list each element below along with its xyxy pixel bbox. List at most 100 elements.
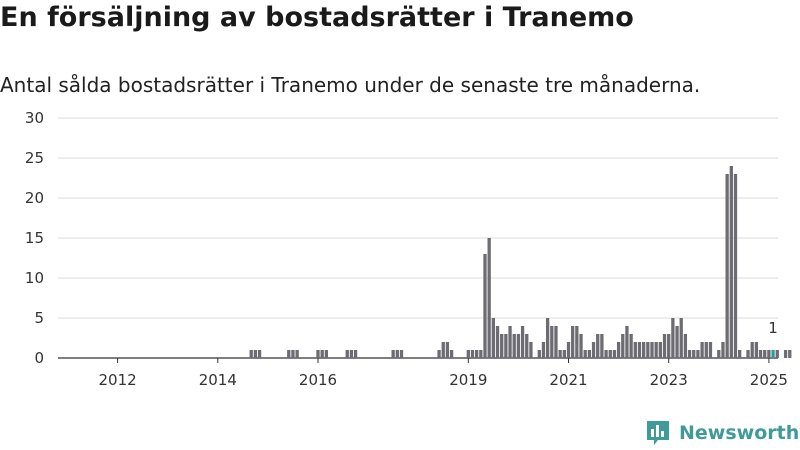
bar (470, 350, 475, 358)
bar (600, 334, 604, 358)
bar (257, 350, 262, 358)
bar (604, 350, 608, 358)
bar (654, 342, 658, 358)
bar (733, 174, 738, 358)
bar (550, 326, 554, 358)
bar (646, 342, 650, 358)
bar (437, 350, 441, 358)
bar (253, 350, 258, 358)
x-tick-label: 2023 (650, 371, 688, 389)
bar (353, 350, 358, 358)
bar (587, 350, 592, 358)
bar (608, 350, 612, 358)
bar (512, 334, 516, 358)
bar (754, 342, 759, 358)
chart-title: En försäljning av bostadsrätter i Tranem… (0, 2, 634, 33)
bar (500, 334, 504, 358)
bar (671, 318, 675, 358)
bar (650, 342, 654, 358)
bar (625, 326, 629, 358)
bar (738, 350, 742, 358)
bar (449, 350, 454, 358)
bar (629, 334, 633, 358)
y-tick-label: 20 (25, 189, 44, 207)
bar (508, 326, 512, 358)
bar (591, 342, 596, 358)
bar (571, 326, 575, 358)
bar (520, 326, 525, 358)
bar (562, 350, 566, 358)
bar (729, 166, 733, 358)
x-tick-label: 2016 (299, 371, 337, 389)
bar (483, 254, 487, 358)
bar (633, 342, 637, 358)
bar (696, 350, 700, 358)
bar (545, 318, 550, 358)
bar (750, 342, 754, 358)
bar (391, 350, 395, 358)
y-tick-label: 30 (25, 109, 44, 127)
bar-latest (771, 350, 775, 358)
x-tick-label: 2025 (750, 371, 788, 389)
bar (758, 350, 763, 358)
bar (395, 350, 399, 358)
bar (637, 342, 642, 358)
x-tick-label: 2021 (549, 371, 587, 389)
bar (495, 326, 500, 358)
x-tick-label: 2019 (449, 371, 487, 389)
bar (295, 350, 299, 358)
y-tick-label: 25 (25, 149, 44, 167)
bar (487, 238, 491, 358)
bar (783, 350, 788, 358)
bar (775, 350, 779, 358)
bar (466, 350, 470, 358)
bar (316, 350, 320, 358)
x-tick-label: 2014 (199, 371, 237, 389)
bar (679, 318, 683, 358)
chart-subtitle: Antal sålda bostadsrätter i Tranemo unde… (0, 73, 701, 97)
y-tick-label: 0 (34, 349, 44, 367)
bar (566, 342, 571, 358)
bar (667, 334, 671, 358)
bar (475, 350, 479, 358)
bar (525, 334, 529, 358)
bar (529, 342, 533, 358)
bar (658, 342, 662, 358)
y-tick-label: 15 (25, 229, 44, 247)
bar (721, 342, 725, 358)
bar (554, 326, 558, 358)
bar (441, 342, 445, 358)
bar (537, 350, 541, 358)
bar (445, 342, 450, 358)
bar (558, 350, 562, 358)
bar (504, 334, 508, 358)
bar (767, 350, 771, 358)
bar (642, 342, 646, 358)
bar (725, 174, 729, 358)
bar (683, 334, 688, 358)
bar (675, 326, 679, 358)
bar (788, 350, 792, 358)
bar (579, 334, 583, 358)
bar (616, 342, 621, 358)
bar (662, 334, 667, 358)
bar (287, 350, 291, 358)
data-label-latest: 1 (768, 319, 778, 337)
bar (349, 350, 354, 358)
bar (692, 350, 696, 358)
bar (621, 334, 625, 358)
bar (575, 326, 579, 358)
y-tick-label: 5 (34, 309, 44, 327)
bar (516, 334, 521, 358)
bar (291, 350, 295, 358)
bar (704, 342, 708, 358)
bar (717, 350, 721, 358)
bar (596, 334, 600, 358)
bar (746, 350, 750, 358)
bar (708, 342, 713, 358)
bar (583, 350, 587, 358)
bar (479, 350, 483, 358)
bar (345, 350, 349, 358)
y-tick-label: 10 (25, 269, 44, 287)
